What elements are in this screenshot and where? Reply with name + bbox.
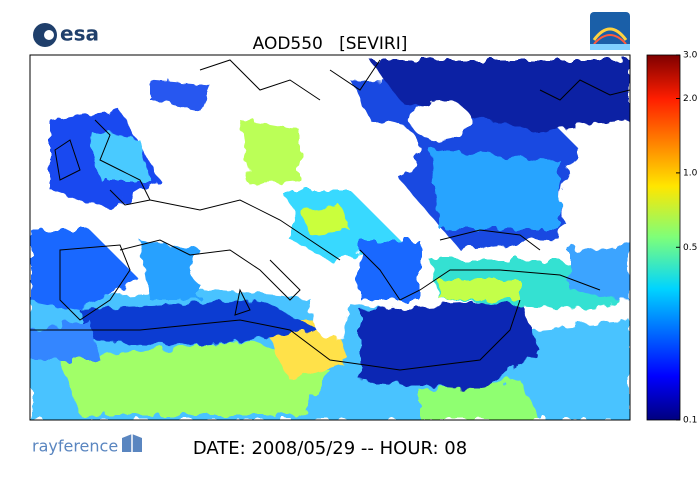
esa-logo: esa [33,22,99,47]
colorbar [646,54,681,421]
colorbar-tick-label: 0.1 [683,416,697,426]
map-title: AOD550 [SEVIRI] [253,34,408,54]
esa-logo-text: esa [60,22,99,46]
rayference-logo-text: rayference [32,437,118,456]
colorbar-tick-label: 1.0 [683,168,698,178]
colorbar-tick-label: 2.0 [683,94,698,104]
colorbar-tick-label: 3.0 [683,51,698,61]
map-frame [29,54,631,421]
aod-map [30,55,630,420]
rayference-logo: rayference [32,434,142,456]
coastlines [30,59,630,371]
date-label: DATE: 2008/05/29 -- HOUR: 08 [193,438,467,459]
mission-icon [590,12,630,50]
colorbar-ticks: 3.0 2.0 1.0 0.5 0.1 [676,51,698,426]
colorbar-tick-label: 0.5 [683,243,697,253]
